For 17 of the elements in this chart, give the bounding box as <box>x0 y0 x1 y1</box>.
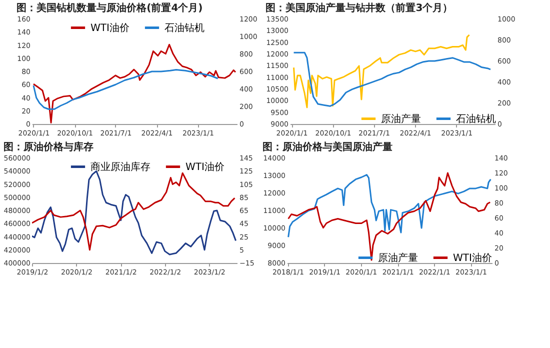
chart-title: 图：美国钻机数量与原油价格(前置4个月) <box>16 2 203 14</box>
legend-label: WTI油价 <box>90 22 130 34</box>
chart-title: 图：原油价格与库存 <box>3 141 94 153</box>
line-series <box>293 52 492 107</box>
chart-title: 图：原油价格与美国原油产量 <box>262 141 393 153</box>
legend-label: 商业原油库存 <box>90 160 150 173</box>
line-series <box>293 34 470 108</box>
line-series <box>288 174 492 238</box>
legend-label: WTI油价 <box>186 160 224 173</box>
legend-label: 石油钻机 <box>164 22 204 34</box>
chart-title: 图：美国原油产量与钻井数（前置3个月） <box>266 2 453 14</box>
legend-label: 原油产量 <box>381 112 421 125</box>
line-series <box>32 69 219 110</box>
line-series <box>288 172 491 261</box>
legend-label: WTI油价 <box>453 252 492 264</box>
legend-label: 石油钻机 <box>456 112 496 125</box>
legend-label: 原油产量 <box>378 252 418 264</box>
